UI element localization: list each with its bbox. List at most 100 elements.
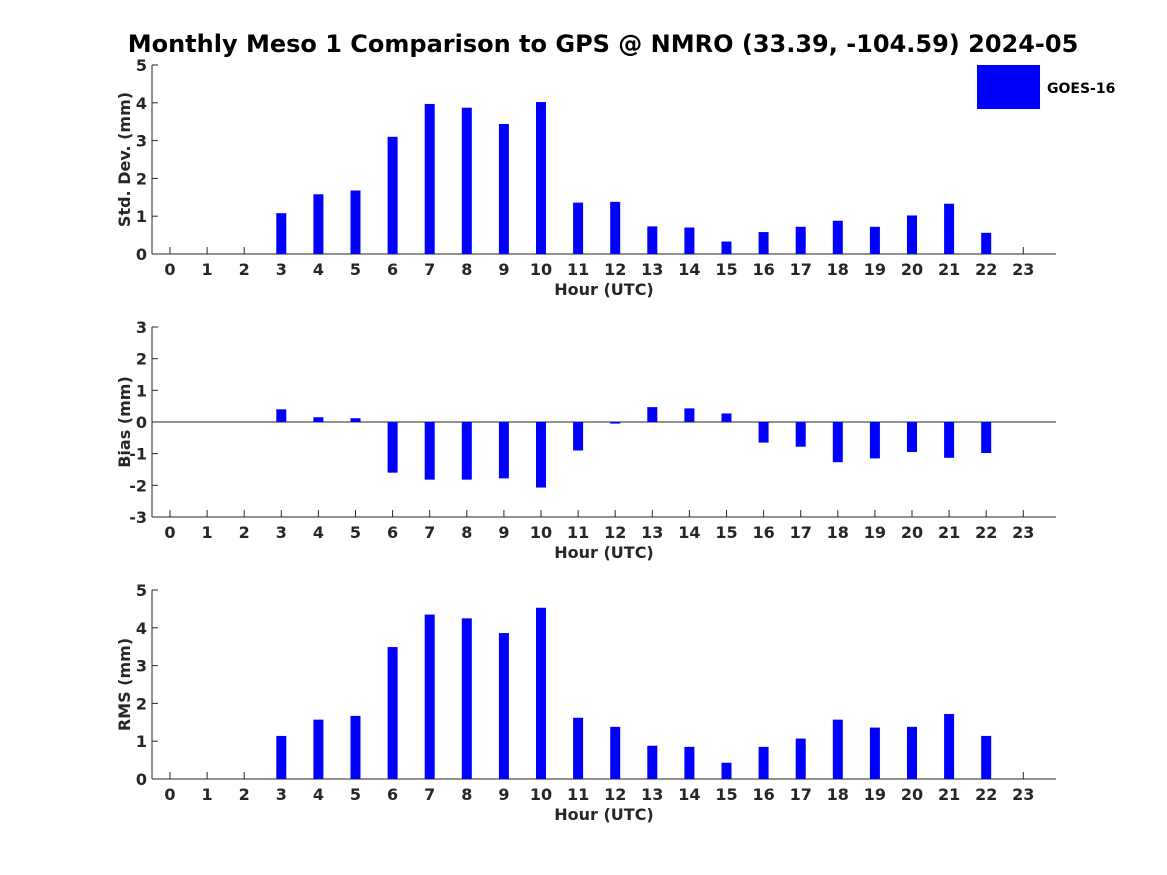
x-tick-label: 8 [461,523,472,542]
x-tick-label: 10 [530,523,552,542]
x-tick-label: 19 [864,523,886,542]
y-tick-label: 5 [136,581,147,600]
x-tick-label: 3 [276,523,287,542]
bar-hour-10 [536,607,546,779]
y-tick-label: 2 [136,350,147,369]
bar-hour-7 [424,614,435,779]
bar-hour-6 [387,422,398,473]
bar-hour-7 [424,103,435,255]
y-tick-label: 1 [136,732,147,751]
x-tick-label: 2 [239,260,250,279]
x-tick-label: 4 [313,785,324,804]
x-tick-label: 22 [975,523,997,542]
x-tick-label: 21 [938,260,960,279]
bar-hour-3 [276,409,287,422]
x-tick-label: 1 [202,785,213,804]
bar-hour-18 [832,220,843,254]
bar-hour-22 [981,232,992,254]
y-tick-label: 2 [136,169,147,188]
bar-hour-3 [276,735,287,779]
bar-hour-5 [350,418,361,422]
bar-hour-12 [610,422,621,424]
bar-hour-20 [907,726,917,779]
y-tick-label: 4 [136,619,147,638]
bar-hour-9 [498,422,509,479]
bar-hour-21 [944,422,955,458]
x-tick-label: 2 [239,785,250,804]
x-axis-label: Hour (UTC) [554,543,654,562]
y-tick-label: 4 [136,94,147,113]
bar-hour-13 [647,226,658,254]
x-tick-label: 20 [901,260,923,279]
y-tick-label: 3 [136,318,147,337]
bar-hour-21 [944,713,955,779]
x-tick-label: 5 [350,785,361,804]
bar-hour-5 [350,190,361,254]
x-tick-label: 1 [202,260,213,279]
x-tick-label: 14 [678,260,700,279]
y-tick-label: 5 [136,56,147,75]
y-tick-label: 3 [136,132,147,151]
x-tick-label: 21 [938,523,960,542]
bar-hour-15 [721,413,732,422]
bar-hour-22 [981,422,992,454]
bar-hour-10 [536,102,546,254]
x-tick-label: 8 [461,785,472,804]
x-tick-label: 3 [276,785,287,804]
x-tick-label: 23 [1012,260,1034,279]
y-tick-label: 0 [136,770,147,789]
bar-hour-15 [721,762,732,779]
bar-hour-11 [573,422,584,451]
y-tick-label: -2 [129,476,147,495]
y-tick-label: -1 [129,445,147,464]
x-tick-label: 12 [604,260,626,279]
bar-hour-22 [981,735,992,779]
chart-title: Monthly Meso 1 Comparison to GPS @ NMRO … [128,30,1079,58]
y-tick-label: 2 [136,694,147,713]
bar-hour-16 [758,746,769,779]
y-axis-label: RMS (mm) [115,638,134,731]
bar-hour-16 [758,422,769,443]
legend-swatch [977,65,1040,109]
x-tick-label: 0 [164,260,175,279]
x-tick-label: 7 [424,260,435,279]
bar-hour-16 [758,232,769,254]
x-tick-label: 18 [827,785,849,804]
x-tick-label: 5 [350,260,361,279]
x-tick-label: 22 [975,260,997,279]
bar-hour-8 [461,618,472,779]
bar-hour-10 [536,422,546,488]
x-tick-label: 18 [827,523,849,542]
bar-hour-17 [795,422,806,447]
y-tick-label: 0 [136,245,147,264]
x-tick-label: 19 [864,785,886,804]
x-tick-label: 14 [678,785,700,804]
x-tick-label: 8 [461,260,472,279]
bar-hour-7 [424,422,435,480]
bar-hour-20 [907,215,917,254]
bar-hour-12 [610,726,621,779]
y-axis-label: Bias (mm) [115,376,134,468]
x-tick-label: 0 [164,785,175,804]
x-tick-label: 10 [530,785,552,804]
y-axis-label: Std. Dev. (mm) [115,92,134,227]
bar-hour-15 [721,241,732,254]
x-tick-label: 6 [387,523,398,542]
x-tick-label: 16 [752,523,774,542]
y-tick-label: 1 [136,207,147,226]
x-tick-label: 22 [975,785,997,804]
x-tick-label: 13 [641,785,663,804]
y-tick-label: 0 [136,413,147,432]
x-tick-label: 20 [901,523,923,542]
bar-hour-9 [498,633,509,779]
bar-hour-14 [684,746,695,779]
bar-hour-14 [684,227,695,254]
x-axis-label: Hour (UTC) [554,805,654,824]
x-tick-label: 19 [864,260,886,279]
bar-hour-5 [350,715,361,779]
bar-hour-4 [313,719,324,779]
